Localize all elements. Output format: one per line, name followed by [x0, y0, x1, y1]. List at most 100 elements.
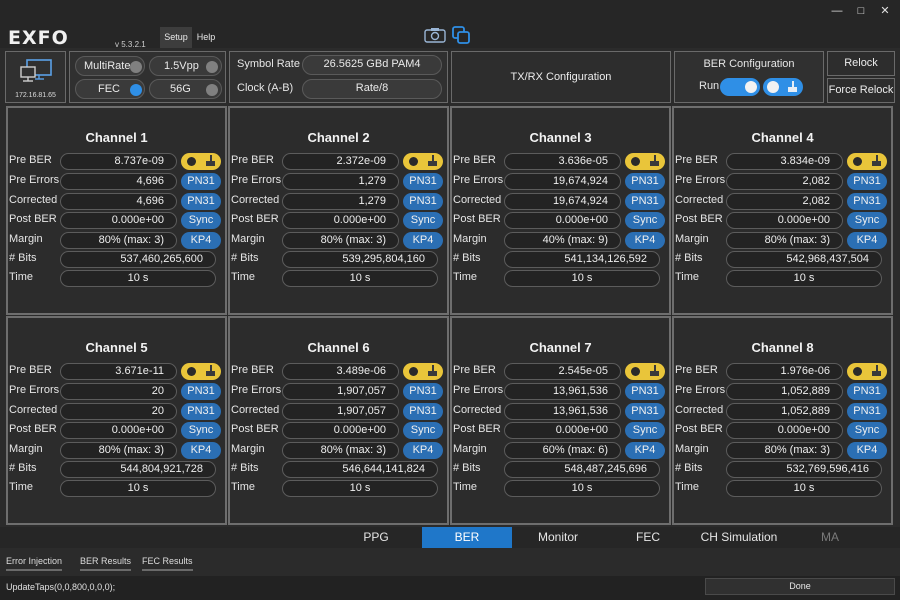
- sync-tag[interactable]: Sync: [625, 212, 665, 229]
- menu-help[interactable]: Help: [196, 32, 216, 42]
- clear-toggle[interactable]: [763, 78, 803, 96]
- rate-select[interactable]: 56G: [149, 79, 222, 99]
- sync-tag[interactable]: Sync: [403, 212, 443, 229]
- clear-counter-toggle[interactable]: [625, 153, 665, 170]
- pattern-tag[interactable]: PN31: [403, 383, 443, 400]
- margin-value: 80% (max: 3): [726, 232, 843, 249]
- device-panel[interactable]: 172.16.81.65: [5, 51, 66, 103]
- pre-errors-label: Pre Errors: [231, 174, 282, 186]
- pattern-tag[interactable]: PN31: [403, 193, 443, 210]
- run-toggle[interactable]: [720, 78, 760, 96]
- fec-mode-tag[interactable]: KP4: [625, 442, 665, 459]
- txrx-config-button[interactable]: TX/RX Configuration: [451, 51, 671, 103]
- ber-config-panel: BER Configuration Run: [674, 51, 824, 103]
- clear-counter-toggle[interactable]: [403, 363, 443, 380]
- post-ber-text: 0.000e+00: [333, 424, 386, 436]
- symbol-rate-select[interactable]: 26.5625 GBd PAM4: [302, 55, 442, 75]
- close-button[interactable]: ✕: [880, 5, 890, 17]
- force-relock-button[interactable]: Force Relock: [827, 78, 895, 103]
- pattern-tag[interactable]: PN31: [181, 383, 221, 400]
- time-value: 10 s: [60, 480, 216, 497]
- maximize-button[interactable]: □: [857, 5, 865, 17]
- pattern-tag[interactable]: PN31: [625, 173, 665, 190]
- channel-panel-5: Channel 5 Pre BER 3.671e-11 Pre Errors 20 Cor…: [6, 316, 227, 525]
- bits-value: 542,968,437,504: [726, 251, 882, 268]
- sync-tag[interactable]: Sync: [847, 422, 887, 439]
- fec-mode-tag[interactable]: KP4: [403, 442, 443, 459]
- channel-title: Channel 3: [529, 130, 592, 145]
- bits-text: 541,134,126,592: [564, 253, 647, 265]
- channel-panel-6: Channel 6 Pre BER 3.489e-06 Pre Errors 1,907…: [228, 316, 449, 525]
- pattern-tag[interactable]: PN31: [847, 403, 887, 420]
- post-ber-label: Post BER: [9, 423, 57, 435]
- pre-ber-label: Pre BER: [675, 154, 718, 166]
- time-label: Time: [231, 481, 256, 493]
- tab-fec[interactable]: FEC: [636, 530, 660, 544]
- tab-ber[interactable]: BER: [422, 527, 512, 548]
- fec-mode-tag[interactable]: KP4: [181, 442, 221, 459]
- pattern-tag[interactable]: PN31: [403, 403, 443, 420]
- bits-value: 541,134,126,592: [504, 251, 660, 268]
- pre-ber-value: 3.671e-11: [60, 363, 177, 380]
- clear-counter-toggle[interactable]: [181, 153, 221, 170]
- sync-tag[interactable]: Sync: [403, 422, 443, 439]
- corrected-label: Corrected: [453, 194, 502, 206]
- margin-value: 80% (max: 3): [726, 442, 843, 459]
- fec-mode-tag[interactable]: KP4: [847, 232, 887, 249]
- channel-title: Channel 7: [529, 340, 592, 355]
- pattern-tag[interactable]: PN31: [181, 403, 221, 420]
- clock-select[interactable]: Rate/8: [302, 79, 442, 99]
- pattern-tag[interactable]: PN31: [403, 173, 443, 190]
- fec-mode-tag[interactable]: KP4: [847, 442, 887, 459]
- title-bar: [0, 0, 900, 48]
- vpp-select[interactable]: 1.5Vpp: [149, 56, 222, 76]
- pattern-tag[interactable]: PN31: [181, 173, 221, 190]
- post-ber-value: 0.000e+00: [60, 212, 177, 229]
- tab-ppg[interactable]: PPG: [363, 530, 389, 544]
- minimize-button[interactable]: —: [831, 5, 843, 17]
- fec-mode-tag[interactable]: KP4: [181, 232, 221, 249]
- subtab-error-injection[interactable]: Error Injection: [6, 556, 63, 571]
- pattern-tag[interactable]: PN31: [181, 193, 221, 210]
- pattern-tag[interactable]: PN31: [847, 193, 887, 210]
- corrected-text: 20: [151, 405, 164, 417]
- multirate-toggle[interactable]: MultiRate: [75, 56, 145, 76]
- clear-counter-toggle[interactable]: [181, 363, 221, 380]
- camera-icon[interactable]: [424, 27, 446, 43]
- fec-mode-tag[interactable]: KP4: [403, 232, 443, 249]
- pre-ber-text: 1.976e-06: [780, 365, 830, 377]
- time-label: Time: [675, 481, 700, 493]
- pre-errors-value: 2,082: [726, 173, 843, 190]
- menu-setup[interactable]: Setup: [160, 27, 192, 48]
- margin-label: Margin: [675, 443, 709, 455]
- clear-counter-toggle[interactable]: [625, 363, 665, 380]
- app-version: v 5.3.2.1: [115, 40, 146, 49]
- pattern-tag[interactable]: PN31: [847, 383, 887, 400]
- pattern-tag[interactable]: PN31: [625, 383, 665, 400]
- sync-tag[interactable]: Sync: [625, 422, 665, 439]
- pattern-tag[interactable]: PN31: [625, 193, 665, 210]
- pattern-tag[interactable]: PN31: [625, 403, 665, 420]
- relock-button[interactable]: Relock: [827, 51, 895, 76]
- bits-value: 539,295,804,160: [282, 251, 438, 268]
- clear-counter-toggle[interactable]: [847, 363, 887, 380]
- clear-counter-toggle[interactable]: [847, 153, 887, 170]
- sync-tag[interactable]: Sync: [847, 212, 887, 229]
- sync-tag[interactable]: Sync: [181, 422, 221, 439]
- fec-mode-tag[interactable]: KP4: [625, 232, 665, 249]
- tab-ch-simulation[interactable]: CH Simulation: [700, 530, 778, 544]
- margin-text: 40% (max: 9): [542, 234, 608, 246]
- subtab-fec-results[interactable]: FEC Results: [142, 556, 193, 571]
- tab-monitor[interactable]: Monitor: [537, 530, 578, 544]
- margin-text: 80% (max: 3): [764, 234, 830, 246]
- bits-value: 537,460,265,600: [60, 251, 216, 268]
- copy-icon[interactable]: [452, 26, 470, 44]
- sync-tag[interactable]: Sync: [181, 212, 221, 229]
- pattern-tag[interactable]: PN31: [847, 173, 887, 190]
- clear-counter-toggle[interactable]: [403, 153, 443, 170]
- post-ber-text: 0.000e+00: [555, 424, 608, 436]
- bits-label: # Bits: [675, 462, 703, 474]
- subtab-ber-results[interactable]: BER Results: [80, 556, 132, 571]
- corrected-label: Corrected: [9, 194, 58, 206]
- fec-toggle[interactable]: FEC: [75, 79, 145, 99]
